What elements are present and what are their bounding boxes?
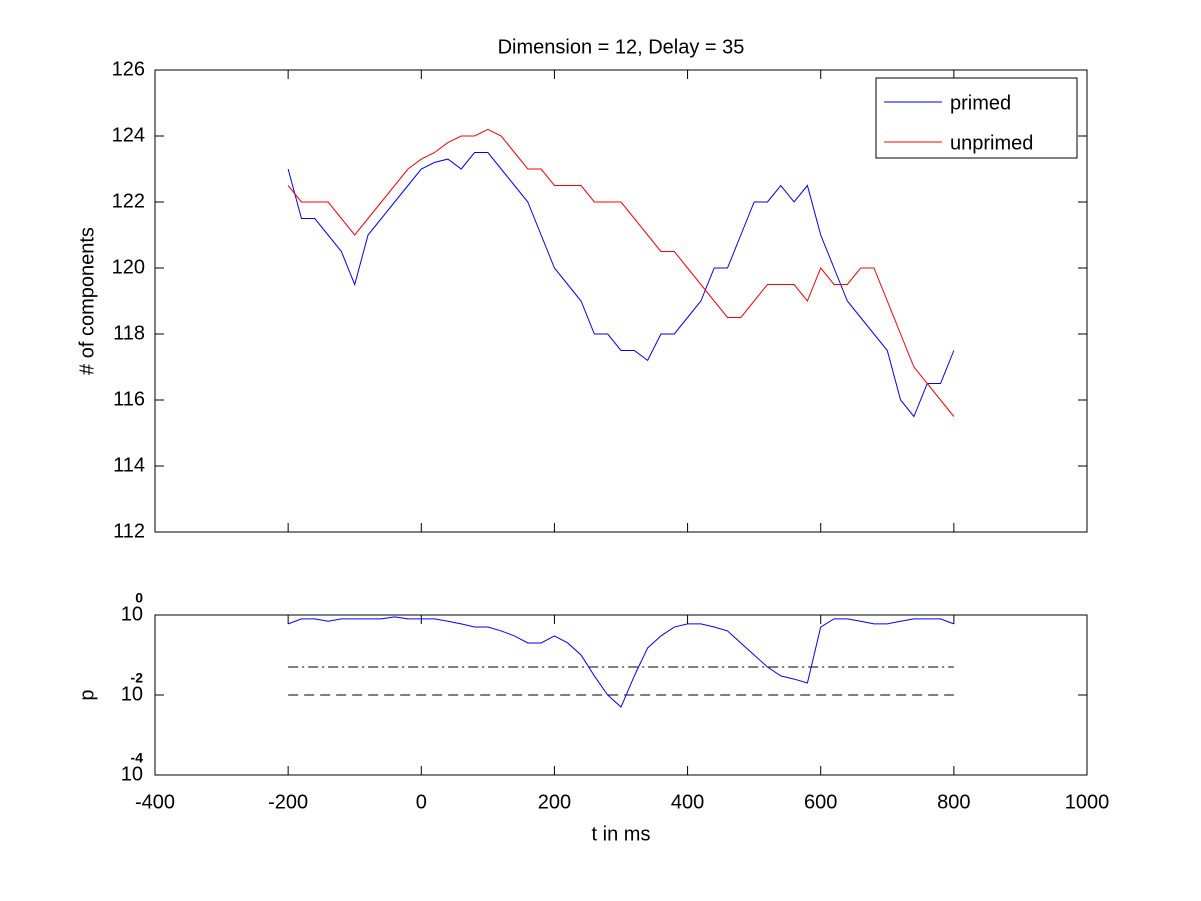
y-tick-label: 10	[121, 603, 143, 625]
data-line	[287, 152, 955, 418]
y-tick-label: 126	[112, 58, 145, 80]
y-tick-label: 122	[112, 190, 145, 212]
y-axis-label: p	[76, 689, 98, 700]
x-axis-label: t in ms	[592, 823, 651, 845]
y-tick-label: 112	[113, 520, 145, 542]
y-tick-exponent: -4	[131, 750, 144, 766]
data-line	[287, 128, 955, 417]
legend-box	[875, 77, 1078, 159]
x-tick-label: 0	[416, 791, 427, 813]
x-tick-label: 600	[804, 791, 837, 813]
x-tick-label: -200	[268, 791, 308, 813]
y-tick-label: 118	[113, 322, 145, 344]
y-tick-label: 120	[112, 256, 145, 278]
x-tick-label: 400	[671, 791, 704, 813]
y-tick-label: 124	[112, 124, 145, 146]
legend-label: unprimed	[950, 132, 1033, 154]
legend-label: primed	[950, 92, 1011, 114]
y-tick-label: 116	[113, 388, 145, 410]
y-tick-exponent: 0	[135, 590, 143, 606]
x-tick-label: 1000	[1065, 791, 1110, 813]
y-tick-exponent: -2	[131, 670, 144, 686]
y-tick-label: 10	[121, 683, 143, 705]
y-tick-label: 10	[121, 763, 143, 785]
y-axis-label: # of components	[76, 227, 98, 375]
x-tick-label: -400	[135, 791, 175, 813]
x-tick-label: 200	[538, 791, 571, 813]
data-line	[287, 616, 955, 708]
chart-title: Dimension = 12, Delay = 35	[498, 36, 745, 58]
x-tick-label: 800	[937, 791, 970, 813]
y-tick-label: 114	[113, 454, 145, 476]
